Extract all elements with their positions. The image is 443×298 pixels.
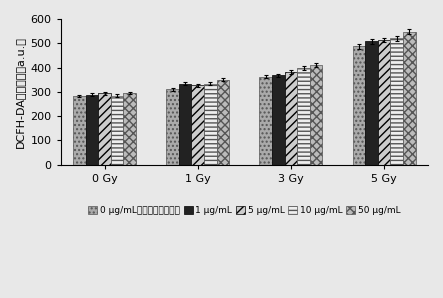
Bar <box>85 95 98 164</box>
Bar <box>285 72 297 164</box>
Bar <box>378 40 390 164</box>
Bar <box>191 86 204 164</box>
Bar <box>403 32 416 164</box>
Bar <box>297 68 310 164</box>
Bar <box>353 46 365 164</box>
Bar <box>260 77 272 164</box>
Bar <box>365 41 378 164</box>
Bar <box>390 38 403 164</box>
Bar <box>98 93 111 164</box>
Bar <box>217 80 229 164</box>
Bar <box>204 84 217 164</box>
Legend: 0 μg/mL（常规放疗方式）, 1 μg/mL, 5 μg/mL, 10 μg/mL, 50 μg/mL: 0 μg/mL（常规放疗方式）, 1 μg/mL, 5 μg/mL, 10 μg… <box>88 206 400 215</box>
Y-axis label: DCFH-DA荆光强度（a.u.）: DCFH-DA荆光强度（a.u.） <box>15 36 25 148</box>
Bar <box>73 96 85 164</box>
Bar <box>179 84 191 164</box>
Bar <box>124 93 136 164</box>
Bar <box>111 96 124 164</box>
Bar <box>272 75 285 164</box>
Bar <box>166 89 179 164</box>
Bar <box>310 65 323 164</box>
